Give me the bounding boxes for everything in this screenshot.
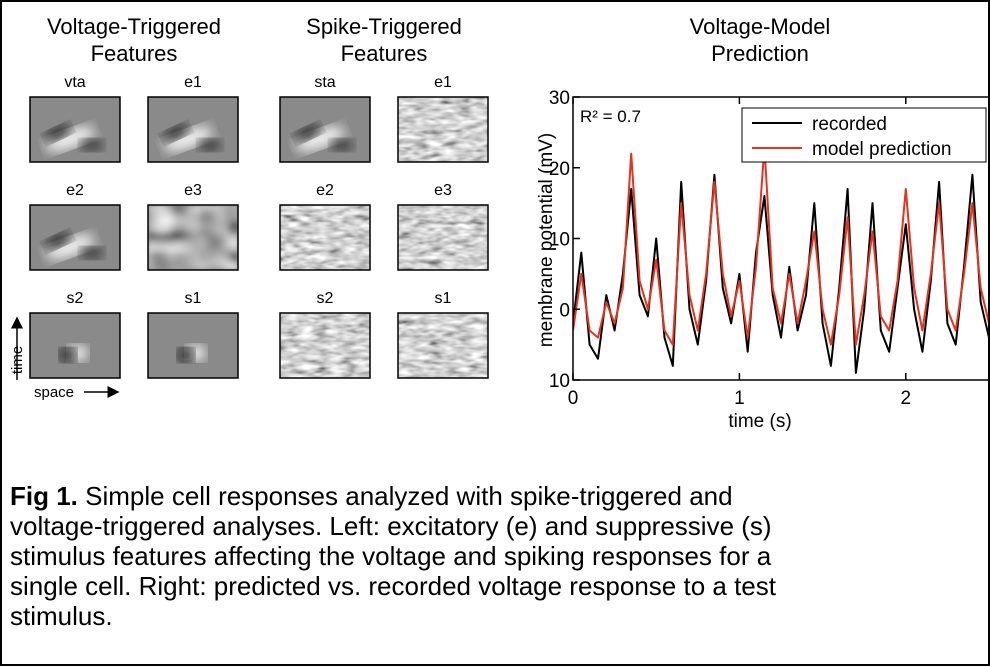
y-tick-label: 20: [549, 159, 570, 180]
annotation: R² = 0.7: [580, 107, 641, 126]
legend-label: model prediction: [812, 139, 951, 160]
caption-label: Fig 1.: [10, 481, 78, 511]
feature-label: vta: [64, 74, 85, 91]
image-frame: [147, 312, 239, 379]
image-frame: [147, 96, 239, 163]
feature-label: e2: [66, 182, 84, 199]
panel-title: Features: [91, 41, 178, 66]
chart-title: Voltage-Model: [690, 14, 831, 39]
feature-label: s2: [67, 290, 84, 307]
image-frame: [29, 204, 121, 271]
image-frame: [397, 204, 489, 271]
image-light: [163, 126, 213, 152]
panel-title: Voltage-Triggered: [47, 14, 221, 39]
image-dark: [80, 247, 104, 259]
image-frame: [279, 312, 371, 379]
feature-label: s1: [435, 290, 452, 307]
caption-line: Fig 1. Simple cell responses analyzed wi…: [10, 481, 733, 511]
feature-image: [147, 96, 239, 163]
space-label: space: [34, 384, 74, 401]
feature-label: e1: [184, 74, 202, 91]
legend-box: [741, 107, 987, 163]
chart-title: Prediction: [711, 41, 809, 66]
feature-image: [279, 312, 371, 379]
caption-line: voltage-triggered analyses. Left: excita…: [10, 511, 772, 541]
feature-image: [279, 204, 371, 271]
image-texture: [398, 313, 488, 378]
feature-label: sta: [314, 74, 335, 91]
series-line: [573, 145, 989, 346]
image-frame: [397, 312, 489, 379]
legend-label: recorded: [812, 114, 887, 135]
image-texture: [398, 205, 488, 270]
image-texture: [398, 97, 488, 162]
image-light: [45, 234, 95, 260]
image-dark: [163, 124, 189, 142]
image-dark: [178, 348, 194, 362]
feature-label: s1: [185, 290, 202, 307]
caption-line: stimulus features affecting the voltage …: [10, 541, 772, 571]
image-frame: [147, 204, 239, 271]
image-frame: [397, 96, 489, 163]
feature-label: e3: [184, 182, 202, 199]
feature-image: [29, 204, 121, 271]
x-tick-label: 2: [901, 388, 912, 409]
image-frame: [279, 204, 371, 271]
y-tick-label: 30: [549, 88, 570, 109]
image-dark: [45, 124, 71, 142]
caption-text: Simple cell responses analyzed with spik…: [78, 481, 733, 511]
image-frame: [29, 312, 121, 379]
image-dark: [330, 139, 354, 151]
panel-title: Spike-Triggered: [306, 14, 462, 39]
image-frame: [279, 96, 371, 163]
feature-image: [29, 312, 121, 379]
x-axis-label: time (s): [728, 411, 791, 432]
x-tick-label: 1: [734, 388, 745, 409]
image-texture: [148, 205, 238, 270]
image-texture: [280, 205, 370, 270]
y-tick-label: 0: [559, 300, 570, 321]
image-dark: [60, 348, 76, 362]
feature-label: e1: [434, 74, 452, 91]
image-dark: [45, 232, 71, 250]
x-tick-label: 0: [568, 388, 579, 409]
feature-label: e3: [434, 182, 452, 199]
caption-line: single cell. Right: predicted vs. record…: [10, 571, 777, 601]
feature-image: [279, 96, 371, 163]
image-frame: [29, 96, 121, 163]
y-axis-label: membrane potential (mV): [536, 133, 557, 347]
image-light: [45, 126, 95, 152]
image-texture: [280, 313, 370, 378]
feature-image: [397, 204, 489, 271]
feature-image: [397, 312, 489, 379]
y-tick-label: 10: [549, 230, 570, 251]
feature-label: e2: [316, 182, 334, 199]
series-line: [573, 173, 989, 374]
feature-image: [147, 312, 239, 379]
image-dark: [295, 124, 321, 142]
image-dark: [80, 139, 104, 151]
image-dark: [198, 139, 222, 151]
feature-image: [29, 96, 121, 163]
panel-title: Features: [341, 41, 428, 66]
caption-line: stimulus.: [10, 601, 113, 631]
image-light: [295, 126, 345, 152]
feature-image: [147, 204, 239, 271]
time-label: time: [9, 346, 26, 374]
feature-label: s2: [317, 290, 334, 307]
y-tick-label: 10: [549, 371, 570, 392]
feature-image: [397, 96, 489, 163]
